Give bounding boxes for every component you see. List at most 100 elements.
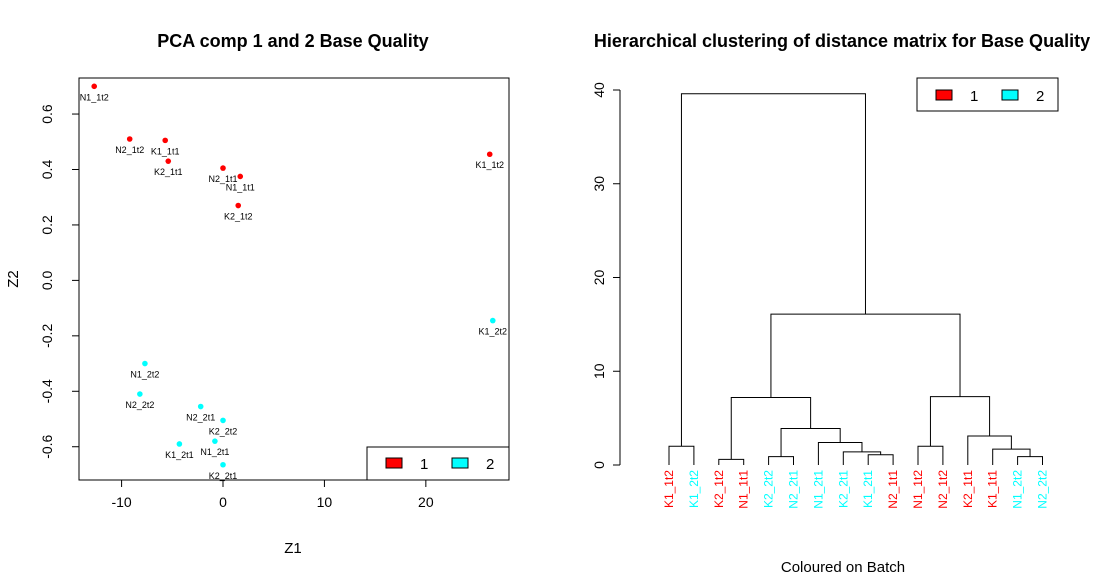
pca-point-label: K1_2t1 xyxy=(165,450,194,460)
dendrogram-legend-swatch-2 xyxy=(1001,89,1019,101)
dendrogram-leaf-label: N1_1t2 xyxy=(911,470,925,509)
dendrogram-leaf-label: N2_1t1 xyxy=(886,470,900,509)
dendrogram-title: Hierarchical clustering of distance matr… xyxy=(594,31,1090,51)
dendrogram-x-axis-label: Coloured on Batch xyxy=(781,559,905,576)
dendrogram-link xyxy=(867,454,894,465)
dendrogram-link xyxy=(917,445,944,465)
dendrogram-leaf-label: N1_2t1 xyxy=(811,470,825,509)
pca-x-axis: -10 0 10 20 xyxy=(111,479,434,510)
pca-point-label: N2_2t2 xyxy=(125,400,154,410)
pca-y-tick-label: 0.0 xyxy=(39,270,55,290)
pca-point xyxy=(176,441,183,447)
pca-point-label: K2_1t2 xyxy=(224,212,253,222)
pca-point-label: K2_2t1 xyxy=(209,471,238,481)
dendrogram-link xyxy=(770,313,961,398)
pca-x-axis-label: Z1 xyxy=(284,540,302,557)
dendrogram-y-tick-label: 0 xyxy=(591,461,607,469)
pca-point-label: N1_2t1 xyxy=(200,447,229,457)
dendrogram-link xyxy=(992,448,1031,465)
pca-point xyxy=(489,317,496,324)
dendrogram-leaf-label: K2_2t1 xyxy=(836,470,850,508)
dendrogram-link xyxy=(842,451,882,465)
dendrogram-link xyxy=(780,427,841,457)
dendrogram-y-tick-label: 20 xyxy=(591,270,607,286)
dendrogram-link xyxy=(929,396,991,447)
dendrogram-leaf-label: N1_2t2 xyxy=(1011,470,1025,509)
dendrogram-leaf-label: N1_1t1 xyxy=(737,470,751,509)
pca-legend-swatch-2 xyxy=(451,457,469,469)
pca-plot-frame xyxy=(78,77,510,481)
dendrogram-leaf-label: K2_1t1 xyxy=(961,470,975,508)
pca-point-label: K1_1t1 xyxy=(151,146,180,156)
dendrogram-legend-label-2: 2 xyxy=(1036,88,1044,105)
pca-point-label: N1_1t1 xyxy=(226,182,255,192)
pca-point xyxy=(197,403,204,410)
pca-x-tick-label: 20 xyxy=(418,494,434,510)
pca-y-tick-label: 0.4 xyxy=(39,160,55,180)
dendrogram-link xyxy=(768,456,794,465)
pca-point-label: K2_1t1 xyxy=(154,167,183,177)
pca-x-tick-label: 10 xyxy=(317,494,333,510)
pca-point-label: N2_2t1 xyxy=(186,413,215,423)
pca-point xyxy=(126,136,133,142)
pca-point xyxy=(142,360,148,367)
pca-y-tick-label: -0.6 xyxy=(39,434,55,458)
pca-legend-label-1: 1 xyxy=(420,456,428,473)
pca-point xyxy=(137,391,143,397)
pca-point xyxy=(220,417,226,424)
dendrogram-y-tick-label: 40 xyxy=(591,82,607,98)
pca-scatter-plot: PCA comp 1 and 2 Base Quality Z1 Z2 -10 0… xyxy=(5,31,510,557)
dendrogram-leaf-label: K2_1t2 xyxy=(712,470,726,508)
dendrogram-legend-label-1: 1 xyxy=(970,88,978,105)
pca-point xyxy=(237,173,244,180)
dendrogram-legend-swatch-1 xyxy=(935,89,953,101)
dendrogram-link xyxy=(967,435,1012,465)
pca-point xyxy=(91,83,98,90)
pca-point xyxy=(212,438,218,444)
pca-point xyxy=(220,165,226,171)
dendrogram-link xyxy=(718,458,745,465)
dendrogram-leaf-label: K1_1t1 xyxy=(986,470,1000,508)
dendrogram-leaf-label: K1_2t1 xyxy=(861,470,875,508)
dendrogram-legend: 1 2 xyxy=(916,77,1059,112)
dendrogram-leaf-label: K1_1t2 xyxy=(662,470,676,508)
pca-point-label: K1_1t2 xyxy=(475,160,504,170)
dendrogram-leaf-label: K2_2t2 xyxy=(762,470,776,508)
pca-point-label: N1_1t2 xyxy=(80,92,109,102)
pca-x-tick-label: -10 xyxy=(111,494,131,510)
dendrogram-link xyxy=(817,442,863,465)
dendrogram-leaf-labels: K1_1t2 K1_2t2 K2_1t2 N1_1t1 K2_2t2 N2_2t1 N1_2… xyxy=(662,470,1050,509)
dendrogram-plot: Hierarchical clustering of distance matr… xyxy=(591,31,1090,576)
pca-y-tick-label: -0.2 xyxy=(39,324,55,348)
dendrogram-y-tick-label: 10 xyxy=(591,363,607,379)
dendrogram-links xyxy=(668,93,1043,465)
pca-point-label: N2_1t1 xyxy=(208,174,237,184)
pca-point-label: N2_1t2 xyxy=(115,145,144,155)
pca-y-axis-label: Z2 xyxy=(5,270,22,288)
dendrogram-link xyxy=(668,445,695,465)
pca-point-label: K2_2t2 xyxy=(209,426,238,436)
pca-point-label: N1_2t2 xyxy=(130,370,159,380)
pca-point xyxy=(165,158,172,164)
pca-point xyxy=(235,202,242,209)
dendrogram-leaf-label: K1_2t2 xyxy=(687,470,701,508)
pca-x-tick-label: 0 xyxy=(219,494,227,510)
pca-legend: 1 2 xyxy=(366,446,510,481)
pca-point-label: K1_2t2 xyxy=(479,327,508,337)
dendrogram-leaf-label: N2_2t1 xyxy=(787,470,801,509)
pca-legend-label-2: 2 xyxy=(486,456,494,473)
dendrogram-leaf-label: N2_2t2 xyxy=(1036,470,1050,509)
dendrogram-y-axis: 0 10 20 30 40 xyxy=(591,82,621,469)
dendrogram-leaf-label: N2_1t2 xyxy=(936,470,950,509)
pca-y-axis: -0.6 -0.4 -0.2 0.0 0.2 0.4 0.6 xyxy=(39,104,80,459)
pca-y-tick-label: -0.4 xyxy=(39,379,55,403)
pca-legend-swatch-1 xyxy=(385,457,403,469)
pca-y-tick-label: 0.2 xyxy=(39,215,55,235)
dendrogram-link xyxy=(1017,456,1043,465)
pca-point xyxy=(486,151,493,158)
pca-point xyxy=(220,461,226,468)
pca-y-tick-label: 0.6 xyxy=(39,104,55,124)
pca-title: PCA comp 1 and 2 Base Quality xyxy=(157,31,428,51)
